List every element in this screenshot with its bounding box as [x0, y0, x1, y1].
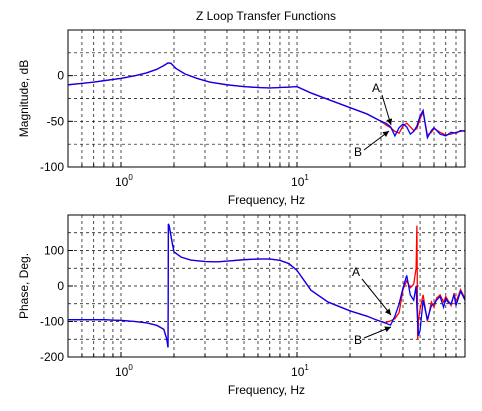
annotation-label-a: A: [352, 265, 360, 279]
series-line-b: [68, 223, 465, 348]
plot-frame: [67, 29, 466, 168]
y-tick-label: -100: [40, 160, 64, 174]
annotation-label-b: B: [354, 145, 362, 159]
x-tick-exponent: 0: [128, 363, 133, 372]
x-tick-exponent: 1: [304, 363, 309, 372]
series-line-a: [68, 62, 465, 137]
x-tick-exponent: 0: [128, 173, 133, 182]
y-tick-label: -200: [40, 350, 64, 364]
annotation-label-b: B: [354, 333, 362, 347]
x-tick-label: 101: [291, 363, 309, 379]
annotation-arrowhead: [384, 326, 391, 333]
x-axis-label: Frequency, Hz: [228, 193, 305, 207]
y-tick-label: 100: [44, 244, 64, 258]
y-axis-label: Phase, Deg.: [17, 253, 31, 319]
annotation-arrowhead: [386, 118, 393, 125]
annotation-arrowhead: [384, 308, 391, 315]
x-tick-label: 101: [291, 173, 309, 189]
annotation-arrow: [361, 278, 392, 316]
annotation-arrowhead: [382, 131, 389, 138]
x-axis-label: Frequency, Hz: [228, 383, 305, 397]
x-tick-label: 100: [115, 363, 133, 379]
x-tick-label: 100: [115, 173, 133, 189]
y-tick-label: -50: [47, 114, 65, 128]
x-tick-exponent: 1: [304, 173, 309, 182]
annotation-label-a: A: [372, 81, 380, 95]
y-tick-label: 0: [57, 279, 64, 293]
y-tick-label: -100: [40, 315, 64, 329]
y-axis-label: Magnitude, dB: [17, 60, 31, 137]
figure-title: Z Loop Transfer Functions: [196, 9, 336, 23]
y-tick-label: 0: [57, 69, 64, 83]
series-line-b: [68, 62, 465, 140]
